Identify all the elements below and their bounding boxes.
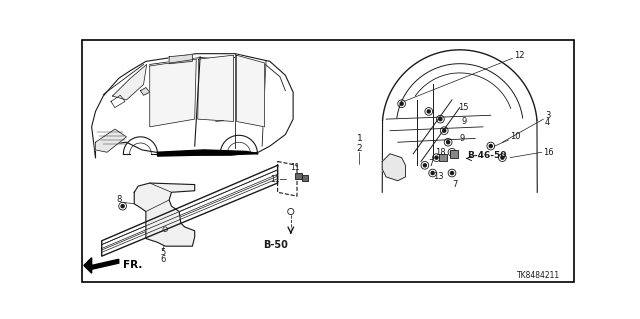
Text: 9: 9 <box>460 134 465 143</box>
Circle shape <box>431 172 434 174</box>
Text: 3: 3 <box>545 111 550 120</box>
Circle shape <box>428 110 430 113</box>
Text: 5: 5 <box>160 248 166 257</box>
Polygon shape <box>237 55 264 127</box>
Polygon shape <box>140 87 150 95</box>
Text: 2: 2 <box>356 144 362 153</box>
Text: FR.: FR. <box>123 260 142 271</box>
Circle shape <box>439 118 442 121</box>
Polygon shape <box>92 54 293 158</box>
Circle shape <box>501 156 504 159</box>
Text: 7: 7 <box>429 159 434 167</box>
Polygon shape <box>92 259 119 269</box>
Text: 4: 4 <box>545 118 550 128</box>
Polygon shape <box>382 154 406 181</box>
Polygon shape <box>95 129 127 152</box>
Text: B-46-50: B-46-50 <box>467 151 507 160</box>
Polygon shape <box>84 258 92 273</box>
Polygon shape <box>169 55 193 64</box>
Polygon shape <box>113 64 147 100</box>
Polygon shape <box>198 55 234 122</box>
Circle shape <box>443 129 446 132</box>
Bar <box>296 173 301 179</box>
Polygon shape <box>157 150 259 156</box>
Text: B-50: B-50 <box>263 240 288 250</box>
Circle shape <box>447 141 450 144</box>
Text: 11—: 11— <box>271 175 288 184</box>
Circle shape <box>423 164 426 167</box>
Circle shape <box>489 145 492 148</box>
Circle shape <box>451 172 454 174</box>
Text: 8: 8 <box>116 196 122 204</box>
Circle shape <box>400 102 403 105</box>
Text: 7: 7 <box>452 180 458 189</box>
Circle shape <box>121 204 124 208</box>
Polygon shape <box>150 59 196 127</box>
Text: 1: 1 <box>356 134 362 143</box>
Text: 16: 16 <box>543 148 554 157</box>
Text: 12: 12 <box>514 51 525 60</box>
Circle shape <box>451 151 454 154</box>
Text: 10: 10 <box>510 132 520 141</box>
Text: 11: 11 <box>291 163 300 172</box>
Text: 18: 18 <box>435 148 446 157</box>
Polygon shape <box>134 183 195 246</box>
Text: 15: 15 <box>458 103 468 112</box>
Text: 13: 13 <box>433 172 444 182</box>
Text: TK8484211: TK8484211 <box>517 271 561 280</box>
Polygon shape <box>102 165 278 256</box>
Bar <box>451 150 458 158</box>
Circle shape <box>435 156 438 159</box>
Polygon shape <box>278 161 297 196</box>
Bar <box>301 174 308 181</box>
Bar <box>439 154 447 161</box>
Text: 9: 9 <box>461 117 467 126</box>
Text: 6: 6 <box>160 255 166 264</box>
